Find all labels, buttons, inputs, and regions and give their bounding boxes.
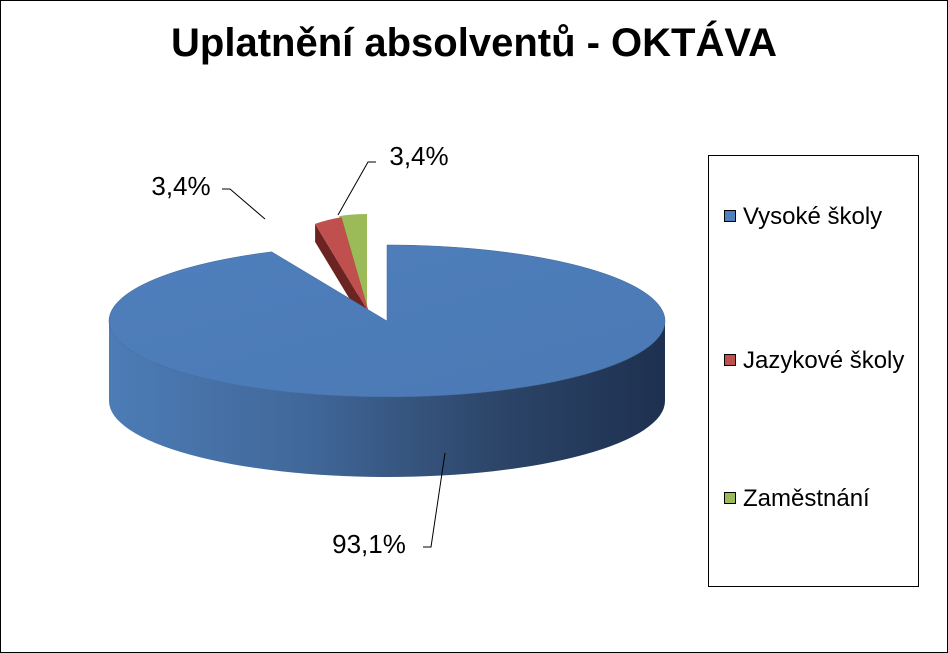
pie-slices bbox=[108, 214, 666, 477]
leader-line bbox=[337, 161, 376, 216]
legend-swatch bbox=[724, 354, 736, 366]
data-labels: 93,1% 3,4% 3,4% bbox=[151, 141, 448, 559]
legend-swatch bbox=[724, 492, 736, 504]
leader-line bbox=[423, 452, 446, 548]
legend: Vysoké školy Jazykové školy Zaměstnání bbox=[708, 155, 919, 587]
legend-item-jazykove-skoly: Jazykové školy bbox=[719, 345, 914, 376]
leader-lines bbox=[222, 161, 446, 548]
legend-swatch bbox=[724, 210, 736, 222]
data-label: 3,4% bbox=[151, 171, 210, 201]
leader-line bbox=[222, 188, 266, 220]
data-label: 93,1% bbox=[332, 529, 406, 559]
legend-label: Zaměstnání bbox=[743, 485, 870, 512]
legend-label: Jazykové školy bbox=[743, 347, 905, 374]
legend-item-zamestnani: Zaměstnání bbox=[719, 483, 914, 514]
pie-slice-vysoke-skoly bbox=[108, 244, 666, 477]
legend-label: Vysoké školy bbox=[743, 203, 883, 230]
data-label: 3,4% bbox=[389, 141, 448, 171]
chart-title: Uplatnění absolventů - OKTÁVA bbox=[171, 21, 777, 65]
legend-item-vysoke-skoly: Vysoké školy bbox=[719, 201, 914, 232]
